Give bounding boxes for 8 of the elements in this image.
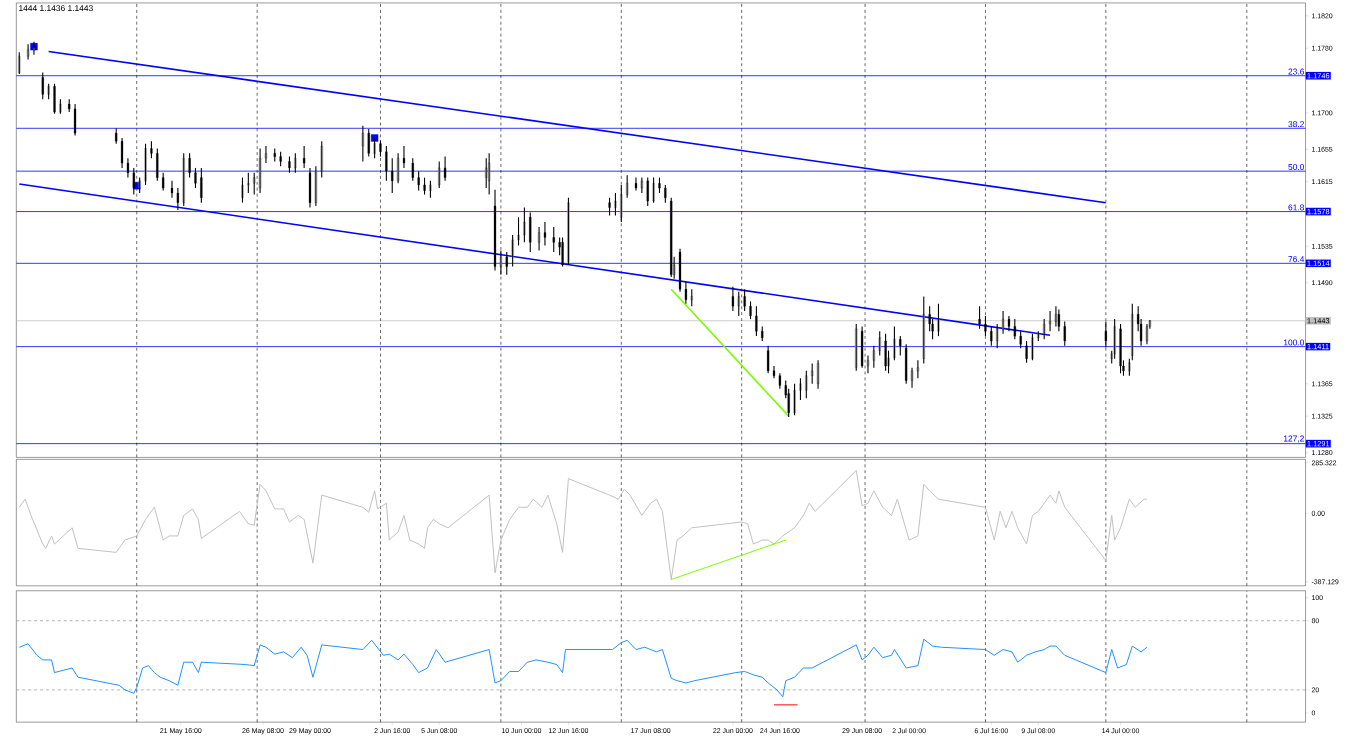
annotation: 76.4 [1288,256,1305,263]
annotation: 127,2 [1283,435,1304,443]
annotation: 61.8 [1288,204,1304,211]
annotation: 50.0 [1288,164,1305,170]
chart-title: 1444 1.1436 1.1443 [19,5,93,12]
annotation: 23.6 [1288,68,1304,75]
annotation: 100.0 [1283,339,1305,346]
annotation: 38.2 [1288,121,1304,128]
